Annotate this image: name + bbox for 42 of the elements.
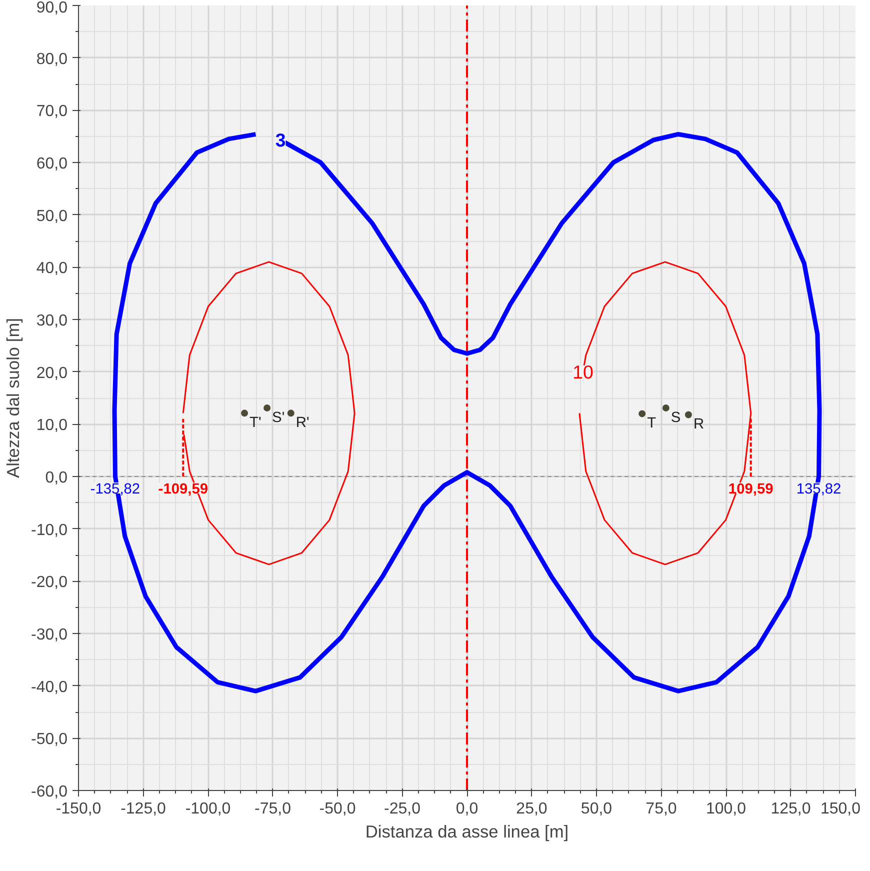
x-tick-label: -50,0 <box>319 800 356 818</box>
x-tick-label: 125,0 <box>770 800 811 818</box>
annotation: S' <box>272 410 285 426</box>
x-tick-label: -125,0 <box>120 800 166 818</box>
annotation: R' <box>296 415 310 432</box>
series-label: 3 <box>275 129 286 150</box>
x-tick-label: -25,0 <box>384 800 421 818</box>
y-tick-label: 60,0 <box>36 156 68 172</box>
x-tick-label: 75,0 <box>646 800 677 818</box>
y-tick-label: 80,0 <box>36 50 68 68</box>
x-tick-label: 100,0 <box>706 800 746 818</box>
annotation: T' <box>250 415 262 432</box>
x-tick-label: -100,0 <box>185 800 231 818</box>
x-tick-label: 150,0 <box>820 800 861 818</box>
annotation: R <box>693 416 704 433</box>
x-axis-title: Distanza da asse linea [m] <box>365 822 569 842</box>
y-tick-label: 90,0 <box>36 0 68 16</box>
annotation: 109,59 <box>728 482 774 498</box>
y-tick-label: -50,0 <box>31 731 68 748</box>
y-tick-label: 70,0 <box>36 103 68 120</box>
x-tick-label: -150,0 <box>56 800 102 818</box>
y-tick-label: 30,0 <box>36 312 68 330</box>
y-tick-label: 0,0 <box>45 470 68 486</box>
annotation: -109,59 <box>158 482 208 498</box>
y-tick-label: -40,0 <box>31 678 68 696</box>
x-tick-label: 0,0 <box>456 800 478 818</box>
x-tick-label: 50,0 <box>580 800 612 818</box>
y-tick-label: 10,0 <box>36 417 68 434</box>
y-tick-label: -30,0 <box>31 626 68 644</box>
y-tick-label: -20,0 <box>31 574 68 592</box>
annotation: 135,82 <box>796 482 842 498</box>
y-axis-title: Altezza dal suolo [m] <box>3 318 24 478</box>
y-tick-label: -60,0 <box>31 784 68 800</box>
annotation: S <box>670 410 681 426</box>
y-tick-label: 20,0 <box>36 364 68 382</box>
y-tick-label: 50,0 <box>36 208 68 225</box>
x-tick-label: -75,0 <box>254 800 292 818</box>
annotation: -135,82 <box>90 482 140 498</box>
x-tick-label: 25,0 <box>516 800 548 818</box>
y-tick-label: 40,0 <box>36 260 68 278</box>
y-tick-label: -10,0 <box>31 522 68 539</box>
annotation: T <box>647 416 656 432</box>
